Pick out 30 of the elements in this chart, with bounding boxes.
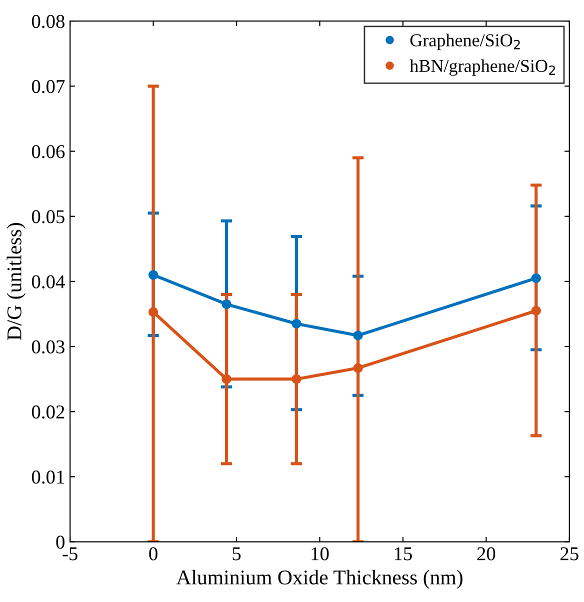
y-tick-label: 0.06	[32, 145, 65, 158]
point	[292, 374, 302, 384]
x-axis-title: Aluminium Oxide Thickness (nm)	[176, 570, 462, 589]
point	[148, 307, 158, 317]
point	[222, 374, 232, 384]
y-tick-label: 0.03	[32, 340, 64, 354]
y-tick-label: 0.01	[32, 470, 64, 484]
y-tick-label: 0	[56, 536, 64, 549]
legend-label: hBN/graphene/SiO$_{2}$	[410, 59, 555, 76]
legend-label: Graphene/SiO$_{2}$	[410, 34, 520, 50]
x-tick-label: 0	[149, 547, 158, 560]
x-tick-label: 10	[312, 547, 329, 560]
y-tick-label: 0.05	[32, 210, 64, 224]
y-tick-label: 0.08	[32, 14, 64, 28]
x-tick-label: -5	[62, 547, 78, 560]
y-tick-label: 0.04	[32, 275, 65, 288]
x-tick-label: 5	[232, 547, 241, 560]
y-tick-label: 0.02	[32, 405, 64, 419]
point	[353, 363, 363, 373]
x-tick-label: 15	[394, 547, 412, 560]
point	[531, 306, 541, 316]
point	[353, 330, 363, 340]
point	[148, 270, 158, 280]
x-tick-label: 20	[477, 547, 496, 560]
point	[292, 318, 302, 329]
point	[531, 273, 541, 284]
y-tick-label: 0.07	[32, 80, 65, 94]
point	[222, 299, 232, 310]
y-axis-title: D/G (unitless)	[6, 223, 26, 340]
x-tick-label: 25	[560, 547, 578, 560]
